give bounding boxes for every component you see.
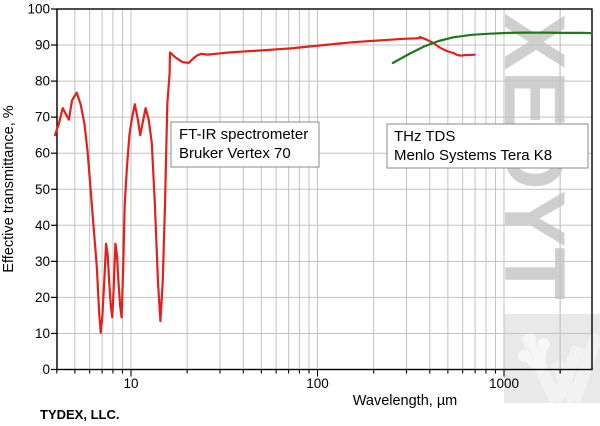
svg-text:TYDEX, LLC.: TYDEX, LLC. xyxy=(40,407,119,422)
svg-text:80: 80 xyxy=(35,74,50,89)
svg-text:40: 40 xyxy=(35,218,50,233)
svg-text:30: 30 xyxy=(35,254,50,269)
svg-text:1000: 1000 xyxy=(489,376,519,391)
svg-text:20: 20 xyxy=(35,290,50,305)
svg-text:10: 10 xyxy=(35,326,50,341)
svg-text:70: 70 xyxy=(35,110,50,125)
svg-text:0: 0 xyxy=(42,362,50,377)
svg-text:FT-IR spectrometer: FT-IR spectrometer xyxy=(179,126,308,143)
svg-text:Effective transmittance, %: Effective transmittance, % xyxy=(1,105,17,272)
svg-text:100: 100 xyxy=(27,2,50,17)
svg-text:100: 100 xyxy=(306,376,329,391)
svg-text:THz TDS: THz TDS xyxy=(394,128,455,145)
svg-text:90: 90 xyxy=(35,38,50,53)
svg-text:Menlo Systems Tera K8: Menlo Systems Tera K8 xyxy=(394,147,552,164)
svg-text:60: 60 xyxy=(35,146,50,161)
svg-text:50: 50 xyxy=(35,182,50,197)
svg-text:10: 10 xyxy=(123,376,138,391)
svg-text:Wavelength, µm: Wavelength, µm xyxy=(353,393,458,409)
svg-text:Bruker Vertex 70: Bruker Vertex 70 xyxy=(179,145,291,162)
